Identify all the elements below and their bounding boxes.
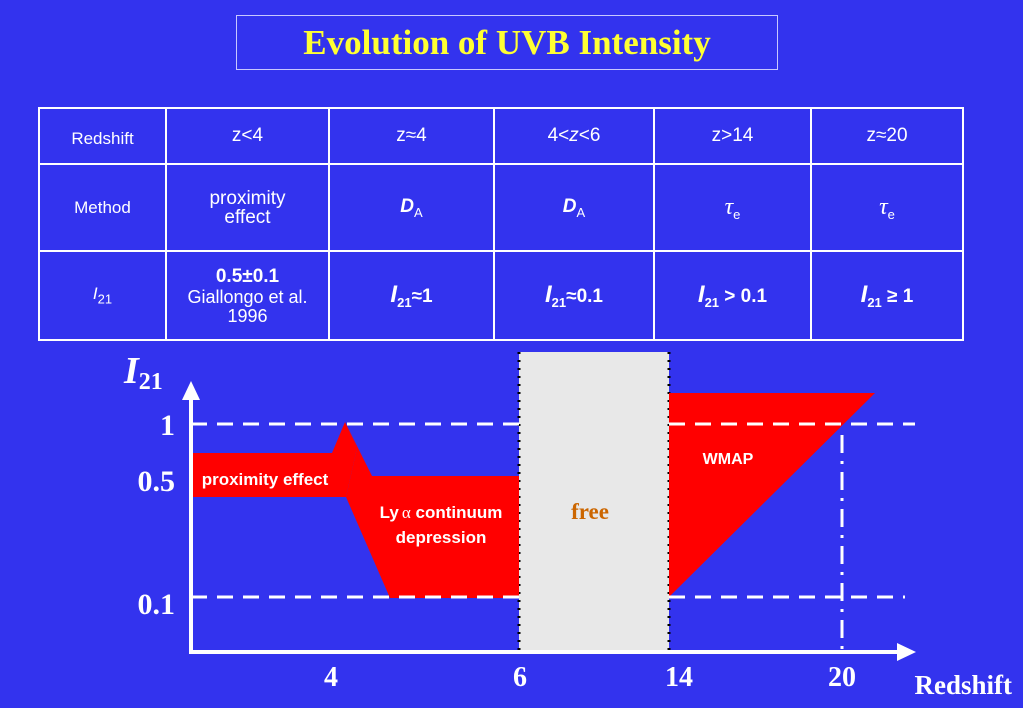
- y-tick-05: 0.5: [138, 465, 176, 498]
- cell-method-4: τe: [653, 163, 812, 252]
- table-row-redshift: Redshift z<4 z≈4 4<z<6 z>14 z≈20: [38, 107, 964, 165]
- cell-redshift-2: z≈4: [328, 107, 495, 165]
- x-tick-20: 20: [828, 662, 856, 693]
- lya-label-line2: depression: [396, 528, 487, 547]
- free-label: free: [571, 499, 609, 524]
- cell-i21-1: 0.5±0.1 Giallongo et al. 1996: [165, 250, 330, 341]
- cell-method-5: τe: [810, 163, 964, 252]
- row-label-i21: I21: [38, 250, 167, 341]
- cell-redshift-3: 4<z<6: [493, 107, 655, 165]
- lya-label-line1: Ly α continuum: [380, 503, 503, 522]
- y-axis-arrow: [182, 381, 200, 400]
- cell-i21-5: I21 ≥ 1: [810, 250, 964, 341]
- title-box: Evolution of UVB Intensity: [236, 15, 778, 70]
- cell-i21-3: I21≈0.1: [493, 250, 655, 341]
- wmap-region: [669, 393, 875, 597]
- row-label-method: Method: [38, 163, 167, 252]
- cell-redshift-5: z≈20: [810, 107, 964, 165]
- cell-method-2: DA: [328, 163, 495, 252]
- table-row-i21: I21 0.5±0.1 Giallongo et al. 1996 I21≈1 …: [38, 250, 964, 341]
- wmap-label: WMAP: [703, 451, 754, 468]
- cell-method-3: DA: [493, 163, 655, 252]
- cell-method-1: proximity effect: [165, 163, 330, 252]
- y-tick-01: 0.1: [138, 588, 176, 621]
- cell-i21-2: I21≈1: [328, 250, 495, 341]
- table-row-method: Method proximity effect DA DA τe τe: [38, 163, 964, 252]
- proximity-label: proximity effect: [202, 470, 329, 489]
- cell-redshift-1: z<4: [165, 107, 330, 165]
- summary-table: Redshift z<4 z≈4 4<z<6 z>14 z≈20 Method …: [38, 107, 964, 341]
- y-axis-label: I21: [123, 350, 163, 395]
- page-title: Evolution of UVB Intensity: [303, 23, 711, 62]
- x-axis-arrow: [897, 643, 916, 661]
- x-tick-6: 6: [513, 662, 527, 693]
- lya-region: [345, 422, 519, 598]
- cell-redshift-4: z>14: [653, 107, 812, 165]
- cell-i21-4: I21 > 0.1: [653, 250, 812, 341]
- proximity-region: [191, 422, 357, 497]
- free-region: [519, 352, 669, 652]
- x-tick-4: 4: [324, 662, 338, 693]
- x-axis-label: Redshift: [914, 670, 1012, 700]
- y-tick-1: 1: [160, 409, 175, 442]
- x-tick-14: 14: [665, 662, 693, 693]
- row-label-redshift: Redshift: [38, 107, 167, 165]
